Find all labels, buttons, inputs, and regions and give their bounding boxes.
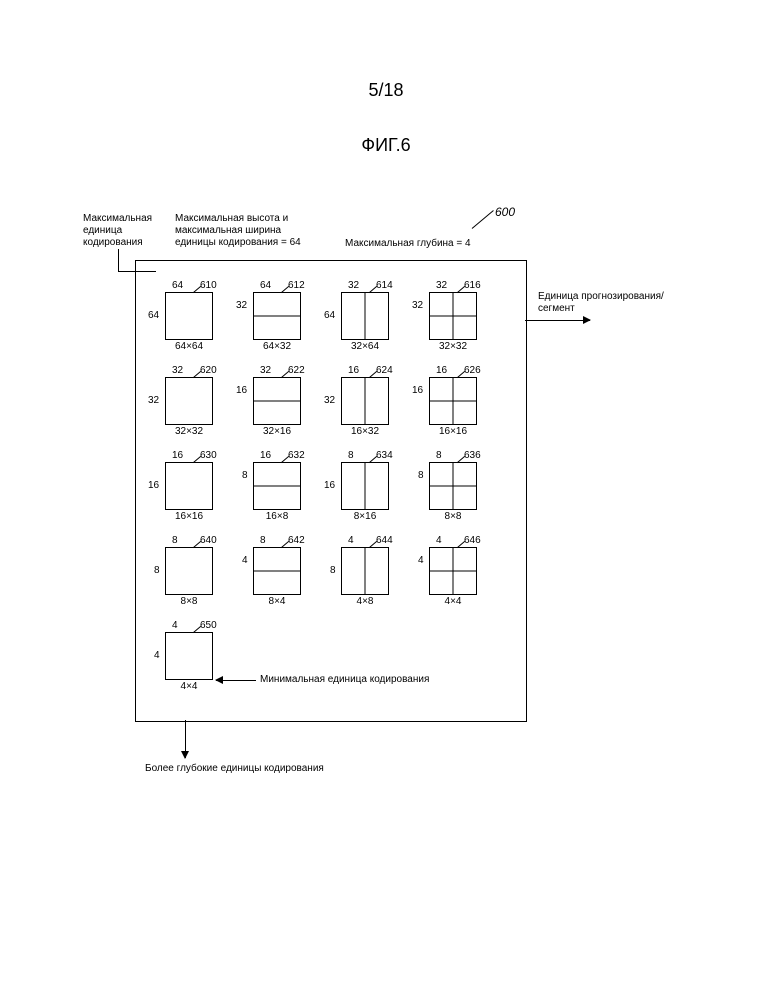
cu-ref: 612: [288, 280, 305, 291]
cu-612: 643264×32612: [253, 292, 301, 340]
cu-ref: 634: [376, 450, 393, 461]
cu-616: 323232×32616: [429, 292, 477, 340]
cu-bot-label: 8×8: [430, 512, 476, 522]
ref-600-leader: [480, 208, 510, 230]
cu-636: 888×8636: [429, 462, 477, 510]
figure-title: ФИГ.6: [0, 135, 772, 156]
cu-630: 161616×16630: [165, 462, 213, 510]
cu-ref: 632: [288, 450, 305, 461]
arrow-pred-unit: [525, 320, 590, 321]
label-max-hw: Максимальная высота имаксимальная ширина…: [175, 213, 325, 249]
cu-left-label: 8: [418, 471, 424, 481]
cu-bot-label: 8×16: [342, 512, 388, 522]
cu-642: 848×4642: [253, 547, 301, 595]
cu-650: 444×4650: [165, 632, 213, 680]
cu-bot-label: 4×4: [166, 682, 212, 692]
cu-top-label: 8: [348, 451, 354, 461]
cu-top-label: 16: [260, 451, 271, 461]
cu-left-label: 32: [412, 301, 423, 311]
cu-bot-label: 32×32: [166, 427, 212, 437]
cu-top-label: 4: [436, 536, 442, 546]
arrow-min-cu: [216, 680, 256, 681]
cu-ref: 636: [464, 450, 481, 461]
cu-left-label: 4: [242, 556, 248, 566]
cu-ref: 630: [200, 450, 217, 461]
cu-top-label: 64: [172, 281, 183, 291]
cu-top-label: 32: [348, 281, 359, 291]
cu-bot-label: 4×4: [430, 597, 476, 607]
label-min-cu: Минимальная единица кодирования: [260, 674, 429, 686]
cu-626: 161616×16626: [429, 377, 477, 425]
cu-left-label: 8: [154, 566, 160, 576]
cu-646: 444×4646: [429, 547, 477, 595]
cu-top-label: 32: [260, 366, 271, 376]
cu-ref: 642: [288, 535, 305, 546]
cu-left-label: 16: [412, 386, 423, 396]
cu-614: 326432×64614: [341, 292, 389, 340]
cu-bot-label: 64×64: [166, 342, 212, 352]
cu-top-label: 32: [172, 366, 183, 376]
cu-top-label: 8: [436, 451, 442, 461]
cu-ref: 614: [376, 280, 393, 291]
label-pred-unit: Единица прогнозирования/сегмент: [538, 291, 698, 315]
cu-ref: 640: [200, 535, 217, 546]
cu-top-label: 4: [172, 621, 178, 631]
cu-bot-label: 4×8: [342, 597, 388, 607]
cu-ref: 646: [464, 535, 481, 546]
arrow-deeper: [185, 720, 186, 758]
cu-left-label: 4: [154, 651, 160, 661]
cu-ref: 644: [376, 535, 393, 546]
cu-bot-label: 32×32: [430, 342, 476, 352]
leader-max-cu-v: [118, 249, 119, 271]
cu-610: 646464×64610: [165, 292, 213, 340]
cu-top-label: 8: [260, 536, 266, 546]
label-deeper: Более глубокие единицы кодирования: [145, 763, 324, 775]
cu-left-label: 32: [236, 301, 247, 311]
cu-left-label: 16: [324, 481, 335, 491]
cu-644: 484×8644: [341, 547, 389, 595]
page-number: 5/18: [0, 80, 772, 101]
cu-bot-label: 64×32: [254, 342, 300, 352]
label-max-cu: Максимальнаяединицакодирования: [83, 213, 173, 249]
cu-622: 321632×16622: [253, 377, 301, 425]
cu-620: 323232×32620: [165, 377, 213, 425]
cu-bot-label: 16×16: [166, 512, 212, 522]
cu-left-label: 8: [330, 566, 336, 576]
cu-640: 888×8640: [165, 547, 213, 595]
cu-top-label: 64: [260, 281, 271, 291]
cu-top-label: 8: [172, 536, 178, 546]
cu-top-label: 4: [348, 536, 354, 546]
cu-left-label: 32: [148, 396, 159, 406]
cu-bot-label: 8×8: [166, 597, 212, 607]
cu-bot-label: 32×16: [254, 427, 300, 437]
cu-ref: 650: [200, 620, 217, 631]
cu-left-label: 16: [236, 386, 247, 396]
cu-bot-label: 32×64: [342, 342, 388, 352]
cu-ref: 624: [376, 365, 393, 376]
cu-ref: 626: [464, 365, 481, 376]
cu-left-label: 8: [242, 471, 248, 481]
cu-top-label: 32: [436, 281, 447, 291]
cu-632: 16816×8632: [253, 462, 301, 510]
cu-top-label: 16: [348, 366, 359, 376]
cu-bot-label: 8×4: [254, 597, 300, 607]
cu-634: 8168×16634: [341, 462, 389, 510]
cu-ref: 620: [200, 365, 217, 376]
cu-left-label: 16: [148, 481, 159, 491]
cu-left-label: 32: [324, 396, 335, 406]
cu-top-label: 16: [436, 366, 447, 376]
cu-left-label: 64: [148, 311, 159, 321]
cu-bot-label: 16×32: [342, 427, 388, 437]
cu-ref: 610: [200, 280, 217, 291]
cu-bot-label: 16×8: [254, 512, 300, 522]
cu-left-label: 4: [418, 556, 424, 566]
label-max-depth: Максимальная глубина = 4: [345, 238, 471, 250]
cu-ref: 622: [288, 365, 305, 376]
cu-left-label: 64: [324, 311, 335, 321]
cu-ref: 616: [464, 280, 481, 291]
cu-top-label: 16: [172, 451, 183, 461]
cu-624: 163216×32624: [341, 377, 389, 425]
cu-bot-label: 16×16: [430, 427, 476, 437]
